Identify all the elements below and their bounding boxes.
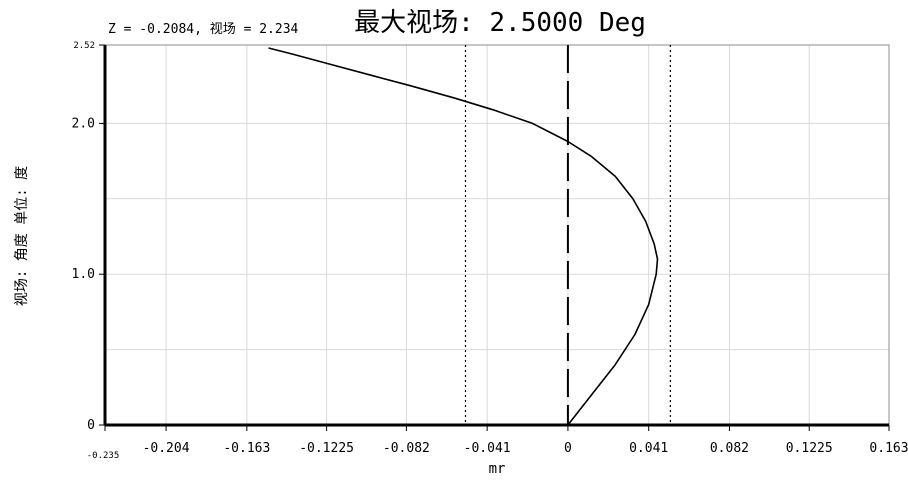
grid-lines — [105, 45, 889, 425]
y-tick-label-1: 1.0 — [72, 267, 95, 282]
x-tick-label-10: 0.163 — [869, 441, 908, 456]
x-tick-label-6: 0 — [564, 441, 572, 456]
series-line-0 — [268, 47, 659, 426]
axes — [103, 45, 889, 427]
x-tick-label-0: -0.235 — [87, 451, 120, 461]
series-layer — [268, 47, 659, 426]
plot-frame — [104, 44, 890, 426]
chart-readout: Z = -0.2084, 视场 = 2.234 — [108, 22, 299, 37]
x-tick-label-1: -0.204 — [143, 441, 190, 456]
y-tick-label-2: 2.0 — [72, 116, 95, 131]
x-tick-label-3: -0.1225 — [299, 441, 354, 456]
x-tick-label-9: 0.1225 — [786, 441, 833, 456]
x-ticks: -0.235 -0.204 -0.163 -0.1225 -0.082 -0.041 0 0.… — [87, 425, 908, 461]
y-tick-label-0: 0 — [87, 418, 95, 433]
x-tick-label-7: 0.041 — [629, 441, 668, 456]
x-axis-title: mr — [489, 461, 506, 477]
reference-lines — [464, 45, 671, 425]
x-tick-label-2: -0.163 — [223, 441, 270, 456]
y-tick-label-3: 2.52 — [73, 41, 95, 51]
chart-title: 最大视场: 2.5000 Deg — [354, 8, 646, 38]
x-tick-label-5: -0.041 — [464, 441, 511, 456]
y-axis-title: 视场: 角度 单位: 度 — [14, 166, 30, 306]
x-tick-label-4: -0.082 — [383, 441, 430, 456]
x-tick-label-8: 0.082 — [710, 441, 749, 456]
y-ticks: 0 1.0 2.0 2.52 — [72, 41, 105, 433]
